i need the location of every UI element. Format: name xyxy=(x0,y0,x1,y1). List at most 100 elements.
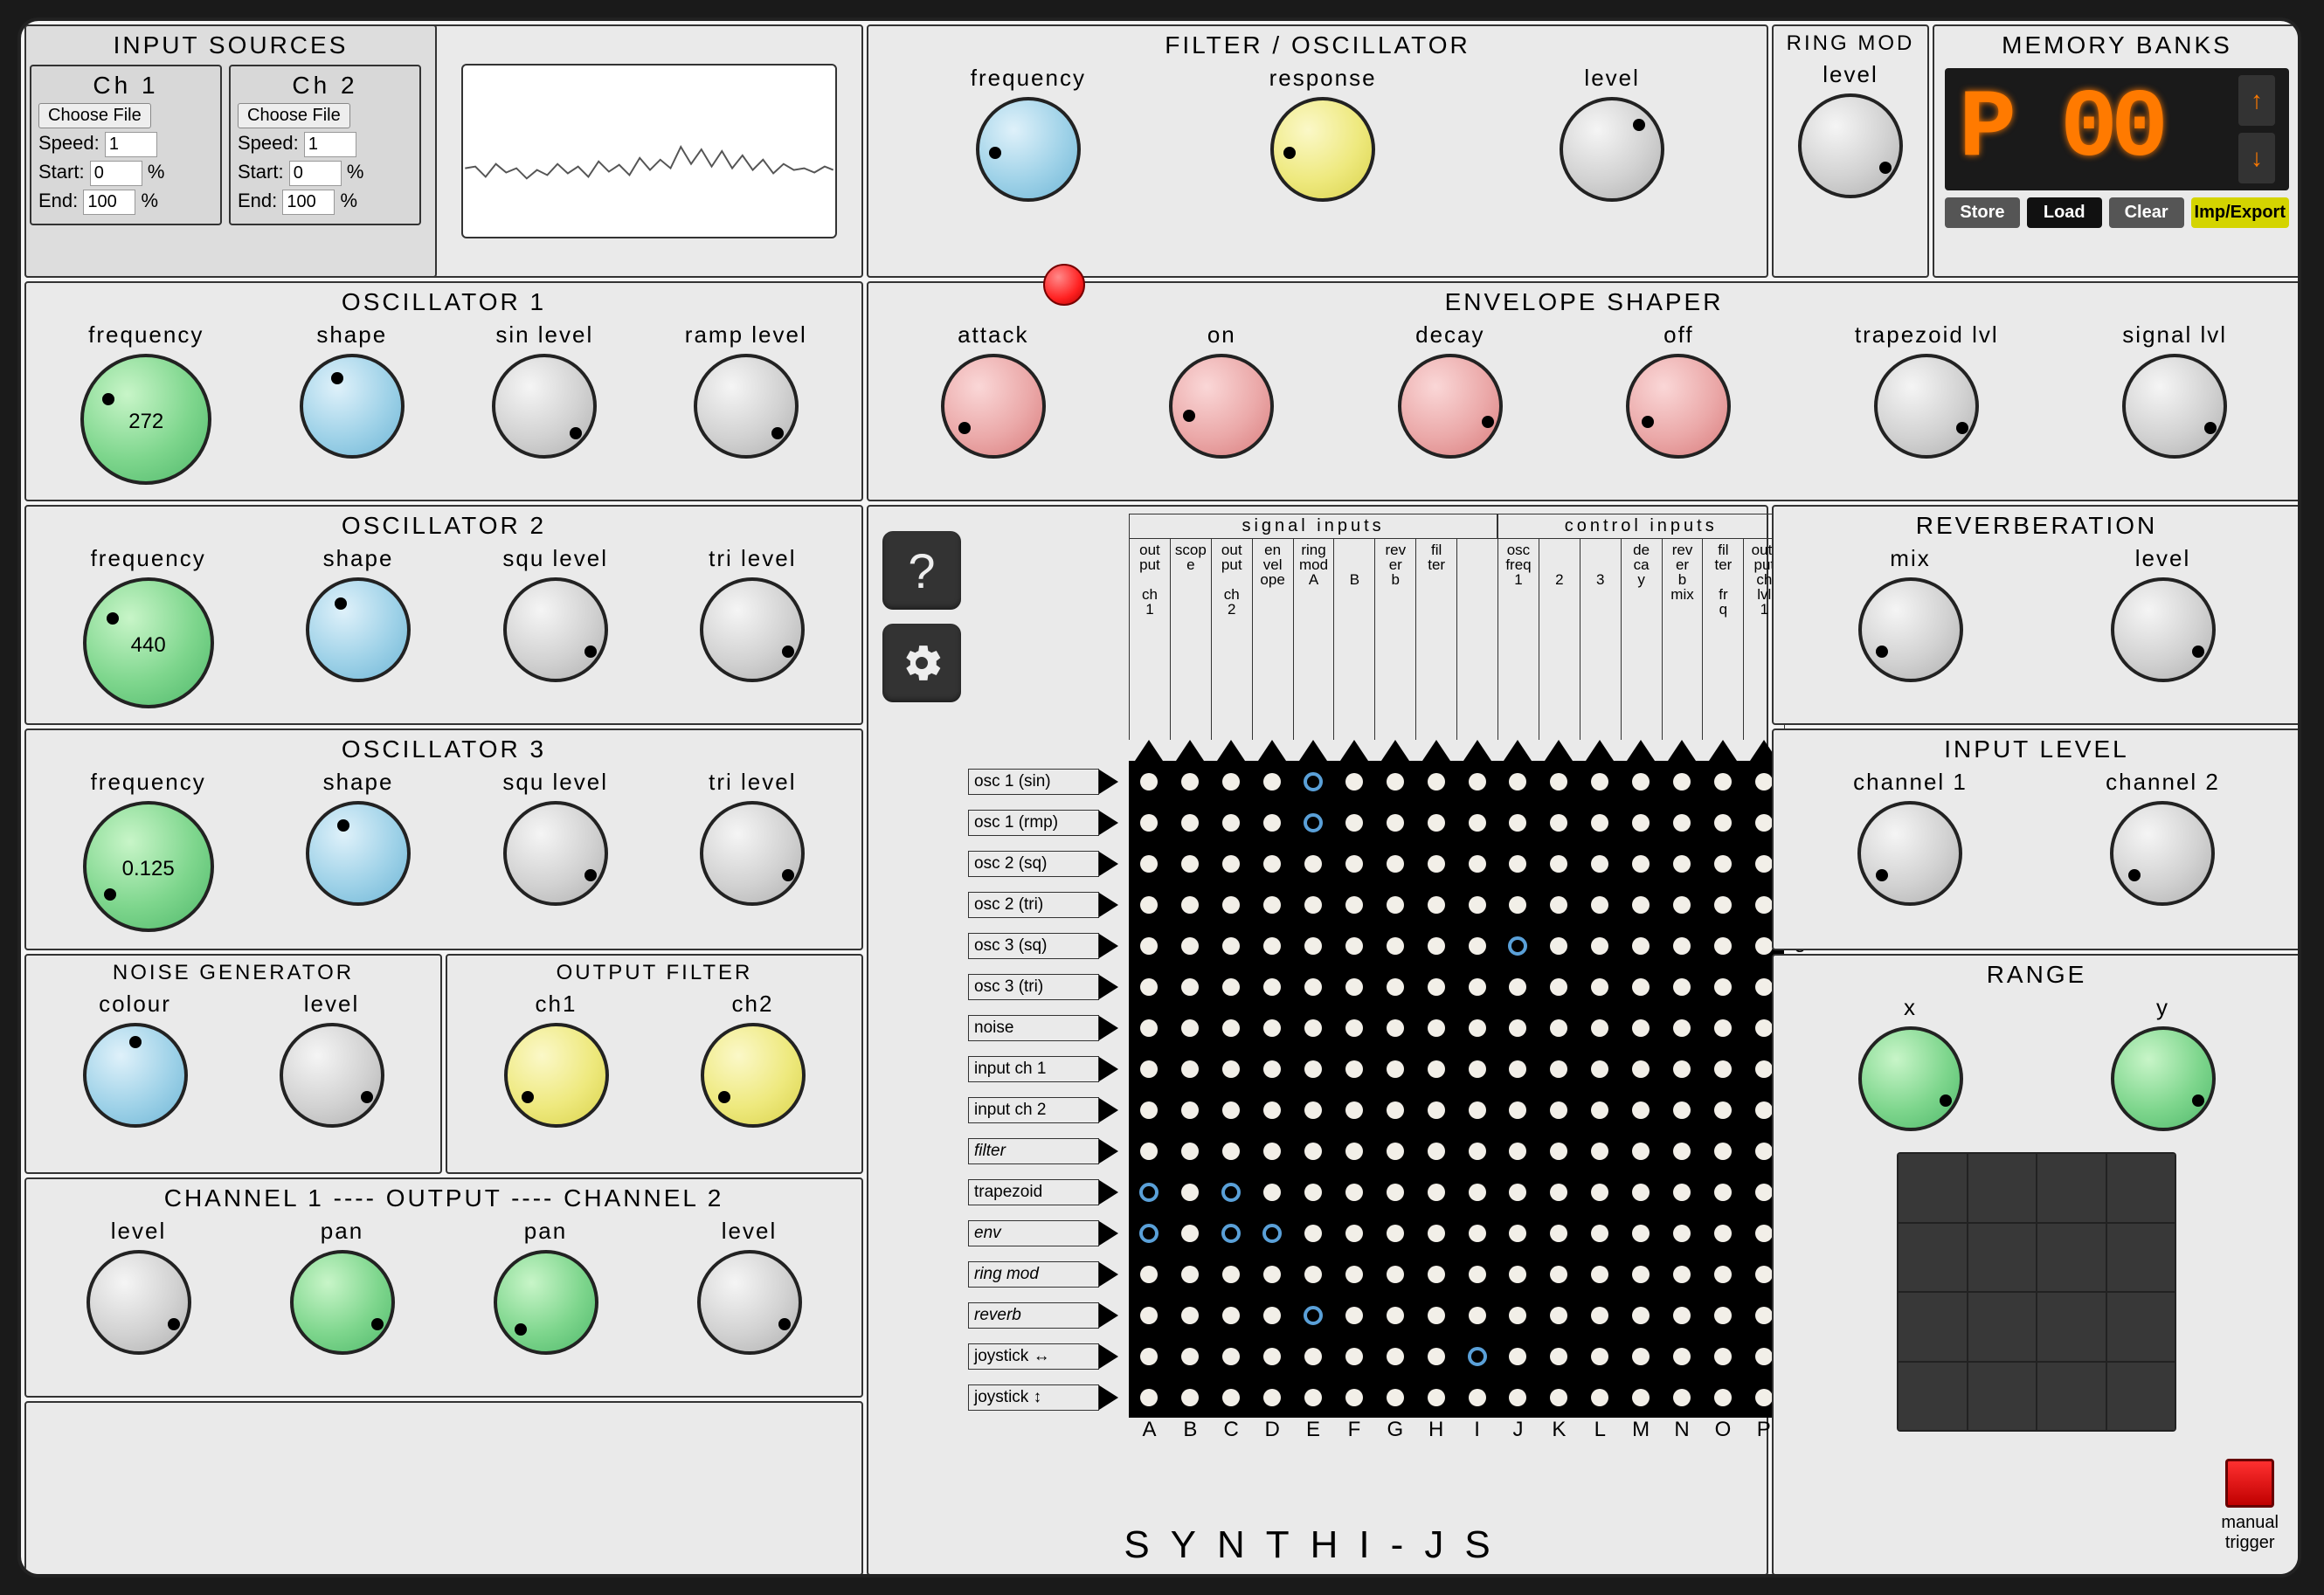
matrix-pin[interactable] xyxy=(1580,802,1621,843)
matrix-pin[interactable] xyxy=(1415,1048,1456,1089)
matrix-pin[interactable] xyxy=(1252,884,1293,925)
matrix-pin[interactable] xyxy=(1374,884,1415,925)
matrix-pin[interactable] xyxy=(1333,1130,1374,1171)
matrix-pin[interactable] xyxy=(1374,843,1415,884)
matrix-pin[interactable] xyxy=(1252,843,1293,884)
memory-up-button[interactable]: ↑ xyxy=(2238,75,2275,126)
matrix-pin[interactable] xyxy=(1129,802,1170,843)
matrix-pin[interactable] xyxy=(1621,1212,1662,1253)
matrix-pin[interactable] xyxy=(1211,802,1252,843)
matrix-pin[interactable] xyxy=(1580,1007,1621,1048)
matrix-pin[interactable] xyxy=(1702,843,1743,884)
knob-dial[interactable] xyxy=(306,801,411,906)
matrix-pin[interactable] xyxy=(1580,925,1621,966)
matrix-pin[interactable] xyxy=(1580,1295,1621,1336)
matrix-pin[interactable] xyxy=(1662,1130,1703,1171)
matrix-pin[interactable] xyxy=(1415,1007,1456,1048)
matrix-pin[interactable] xyxy=(1415,966,1456,1007)
matrix-pin[interactable] xyxy=(1374,1377,1415,1418)
matrix-pin[interactable] xyxy=(1129,1048,1170,1089)
knob-dial[interactable] xyxy=(494,1250,598,1355)
matrix-pin[interactable] xyxy=(1702,1048,1743,1089)
matrix-pin[interactable] xyxy=(1702,1171,1743,1212)
matrix-pin[interactable] xyxy=(1170,1171,1211,1212)
matrix-pin[interactable] xyxy=(1702,1007,1743,1048)
matrix-pin[interactable] xyxy=(1702,1336,1743,1377)
knob-dial[interactable] xyxy=(941,354,1046,459)
matrix-pin[interactable] xyxy=(1497,802,1539,843)
matrix-pin[interactable] xyxy=(1456,1212,1497,1253)
matrix-pin[interactable] xyxy=(1415,802,1456,843)
matrix-pin[interactable] xyxy=(1333,884,1374,925)
knob-dial[interactable] xyxy=(2111,577,2216,682)
matrix-pin[interactable] xyxy=(1129,1171,1170,1212)
matrix-pin[interactable] xyxy=(1211,1171,1252,1212)
matrix-pin[interactable] xyxy=(1374,1336,1415,1377)
matrix-pin[interactable] xyxy=(1293,1336,1334,1377)
matrix-pin[interactable] xyxy=(1497,1007,1539,1048)
matrix-pin[interactable] xyxy=(1621,843,1662,884)
matrix-pin[interactable] xyxy=(1129,1089,1170,1130)
matrix-pin[interactable] xyxy=(1456,1007,1497,1048)
knob-dial[interactable] xyxy=(503,801,608,906)
matrix-pin[interactable] xyxy=(1293,1377,1334,1418)
matrix-pin[interactable] xyxy=(1252,1295,1293,1336)
matrix-pin[interactable] xyxy=(1580,1212,1621,1253)
matrix-pin[interactable] xyxy=(1497,1212,1539,1253)
matrix-pin[interactable] xyxy=(1580,1377,1621,1418)
ch2-start-input[interactable] xyxy=(289,161,342,186)
matrix-pin[interactable] xyxy=(1662,925,1703,966)
matrix-pin[interactable] xyxy=(1293,925,1334,966)
matrix-pin[interactable] xyxy=(1702,1377,1743,1418)
matrix-pin[interactable] xyxy=(1497,1171,1539,1212)
knob-dial[interactable]: 272 xyxy=(80,354,211,485)
knob-dial[interactable] xyxy=(697,1250,802,1355)
matrix-pin[interactable] xyxy=(1580,843,1621,884)
matrix-pin[interactable] xyxy=(1702,802,1743,843)
matrix-pin[interactable] xyxy=(1252,1048,1293,1089)
matrix-pin[interactable] xyxy=(1252,1130,1293,1171)
matrix-pin[interactable] xyxy=(1293,1048,1334,1089)
matrix-pin[interactable] xyxy=(1456,843,1497,884)
matrix-pin[interactable] xyxy=(1333,1253,1374,1295)
knob-dial[interactable] xyxy=(1626,354,1731,459)
matrix-pin[interactable] xyxy=(1374,966,1415,1007)
knob-dial[interactable] xyxy=(83,1023,188,1128)
matrix-pin[interactable] xyxy=(1293,1089,1334,1130)
ch1-speed-input[interactable] xyxy=(105,132,157,157)
matrix-pin[interactable] xyxy=(1621,1007,1662,1048)
ch2-choose-file[interactable]: Choose File xyxy=(238,103,350,128)
matrix-pin[interactable] xyxy=(1170,802,1211,843)
matrix-pin[interactable] xyxy=(1252,1253,1293,1295)
matrix-pin[interactable] xyxy=(1129,761,1170,802)
matrix-pin[interactable] xyxy=(1333,1048,1374,1089)
matrix-pin[interactable] xyxy=(1539,1089,1580,1130)
knob-dial[interactable] xyxy=(86,1250,191,1355)
matrix-pin[interactable] xyxy=(1374,1007,1415,1048)
matrix-pin[interactable] xyxy=(1662,1377,1703,1418)
matrix-pin[interactable] xyxy=(1662,1212,1703,1253)
matrix-pin[interactable] xyxy=(1702,1212,1743,1253)
matrix-pin[interactable] xyxy=(1702,1089,1743,1130)
knob-dial[interactable] xyxy=(306,577,411,682)
matrix-pin[interactable] xyxy=(1621,1295,1662,1336)
matrix-pin[interactable] xyxy=(1456,802,1497,843)
matrix-pin[interactable] xyxy=(1415,761,1456,802)
matrix-pin[interactable] xyxy=(1129,884,1170,925)
matrix-pin[interactable] xyxy=(1662,1295,1703,1336)
matrix-pin[interactable] xyxy=(1621,1048,1662,1089)
matrix-pin[interactable] xyxy=(1333,966,1374,1007)
knob-dial[interactable] xyxy=(300,354,405,459)
matrix-pin[interactable] xyxy=(1333,761,1374,802)
knob-dial[interactable] xyxy=(504,1023,609,1128)
matrix-pin[interactable] xyxy=(1415,925,1456,966)
matrix-pin[interactable] xyxy=(1702,925,1743,966)
matrix-pin[interactable] xyxy=(1129,1130,1170,1171)
matrix-pin[interactable] xyxy=(1415,1336,1456,1377)
matrix-pin[interactable] xyxy=(1333,925,1374,966)
matrix-pin[interactable] xyxy=(1129,1295,1170,1336)
matrix-pin[interactable] xyxy=(1497,1253,1539,1295)
matrix-pin[interactable] xyxy=(1374,802,1415,843)
matrix-pin[interactable] xyxy=(1456,1089,1497,1130)
matrix-pin[interactable] xyxy=(1662,1048,1703,1089)
